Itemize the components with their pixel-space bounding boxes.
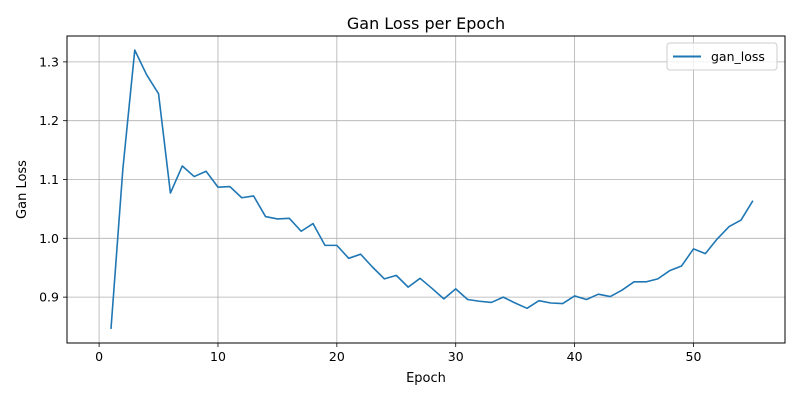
x-axis-ticks: 0 10 20 30 40 50 (95, 343, 701, 364)
x-tick-label: 10 (210, 349, 226, 364)
plot-frame (66, 35, 786, 344)
grid-lines (67, 36, 785, 343)
y-axis-label: Gan Loss (15, 160, 30, 219)
series-line (110, 49, 754, 329)
legend-label-gan-loss: gan_loss (711, 49, 765, 64)
y-tick-label: 1.3 (39, 54, 59, 69)
y-tick-label: 0.9 (39, 290, 59, 305)
x-tick-label: 50 (686, 349, 702, 364)
legend-box (666, 42, 778, 71)
x-tick-label: 20 (329, 349, 345, 364)
x-tick-label: 40 (567, 349, 583, 364)
y-axis-ticks: 0.9 1.0 1.1 1.2 1.3 (39, 54, 67, 305)
series-layer (110, 49, 754, 329)
y-tick-label: 1.1 (39, 172, 59, 187)
x-axis-label: Epoch (406, 371, 446, 386)
y-tick-label: 1.0 (39, 231, 59, 246)
x-tick-label: 30 (448, 349, 464, 364)
legend: gan_loss (666, 42, 778, 71)
y-tick-label: 1.2 (39, 113, 59, 128)
chart-title: Gan Loss per Epoch (347, 14, 505, 33)
x-tick-label: 0 (95, 349, 103, 364)
